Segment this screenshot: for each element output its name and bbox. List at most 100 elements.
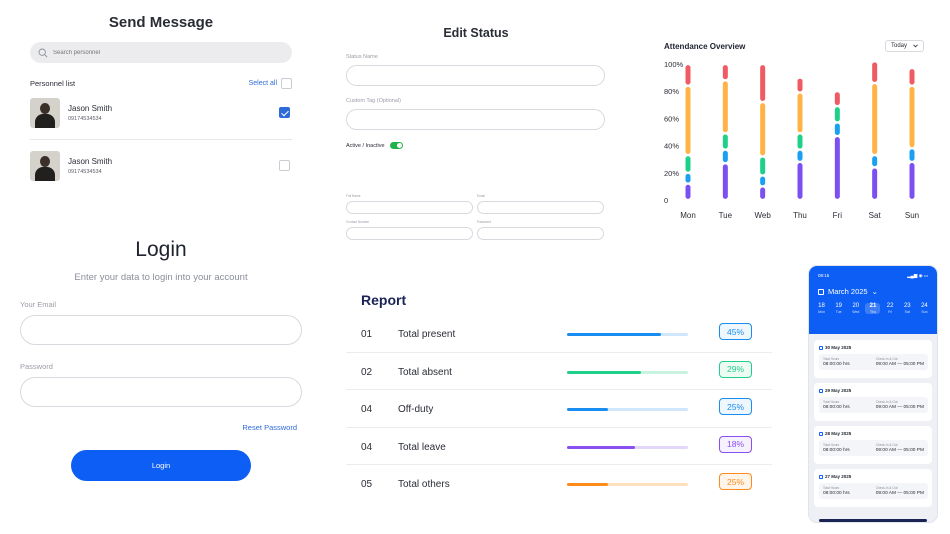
day-sun[interactable]: 24 Sun [917, 303, 932, 314]
personnel-item[interactable]: Jason Smith 09174534534 [30, 95, 292, 131]
active-toggle[interactable] [389, 142, 403, 149]
personnel-name: Jason Smith [68, 104, 113, 113]
report-progress-track [567, 445, 688, 449]
bar-segment-sat-0 [872, 168, 878, 199]
bar-segment-sat-3 [872, 84, 878, 155]
day-tue[interactable]: 19 Tue [831, 303, 846, 314]
bar-segment-thu-4 [797, 78, 803, 92]
check-in-out-value: 09:00 AM — 05:00 PM [875, 448, 924, 453]
day-number: 22 [886, 303, 894, 309]
search-input[interactable] [53, 49, 253, 56]
calendar-icon [819, 345, 823, 350]
month-selector[interactable]: March 2025 ⌄ [809, 279, 937, 296]
month-label: March 2025 [828, 287, 868, 296]
personnel-item[interactable]: Jason Smith 09174534534 [30, 148, 292, 184]
report-progress-track [567, 483, 688, 486]
bar-segment-mon-2 [685, 156, 691, 172]
bar-segment-mon-4 [685, 65, 691, 85]
day-weekday: Sun [921, 310, 928, 314]
report-percent-badge: 25% [719, 473, 752, 490]
report-progress-fill [567, 445, 635, 449]
card-date: 30 May 2025 [825, 345, 852, 350]
x-tick-label: Mon [680, 211, 696, 220]
total-hours-label: Total Hours [823, 357, 840, 361]
password-input[interactable] [477, 227, 604, 240]
bar-segment-mon-3 [685, 86, 691, 155]
day-sat[interactable]: 23 Sat [900, 303, 915, 314]
attendance-card[interactable]: 30 May 2025 Total Hours 08:00:00 hrs Check-… [814, 340, 932, 378]
email-input[interactable] [477, 201, 604, 214]
calendar-icon [819, 431, 823, 436]
custom-tag-input[interactable] [346, 109, 605, 130]
total-hours-label: Total Hours [823, 443, 840, 447]
day-weekday: Thu [869, 310, 876, 314]
attendance-chart: 0 20% 40% 60% 80% 100% Mon Tue Web Thu Fri Sat Sun [664, 60, 919, 220]
report-row-number: 04 [361, 404, 373, 415]
day-fri[interactable]: 22 Fri [883, 303, 898, 314]
y-tick-label: 60% [664, 114, 679, 123]
search-icon [38, 48, 48, 58]
day-weekday: Tue [835, 310, 842, 314]
range-select[interactable]: Today [884, 40, 924, 52]
personnel-checkbox[interactable] [279, 160, 290, 171]
total-hours-value: 08:00:00 hrs [823, 362, 850, 367]
x-tick-label: Web [755, 211, 772, 220]
bar-segment-web-4 [760, 65, 766, 101]
email-field[interactable] [20, 315, 302, 345]
password-field[interactable] [20, 377, 302, 407]
attendance-card[interactable]: 27 May 2025 Total Hours 08:00:00 hrs Check-… [814, 469, 932, 507]
search-bar[interactable] [30, 42, 292, 63]
login-title: Login [135, 238, 187, 261]
select-all-control[interactable]: Select all [249, 78, 292, 89]
report-row: 02 Total absent 29% [346, 353, 772, 390]
report-row-number: 05 [361, 479, 373, 490]
chevron-down-icon [913, 44, 918, 48]
bar-segment-web-3 [760, 103, 766, 156]
avatar [30, 98, 60, 128]
report-progress-track [567, 333, 688, 336]
check-in-out-label: Check-In & Out [875, 400, 898, 404]
day-mon[interactable]: 18 Mon [814, 303, 829, 314]
personnel-phone: 09174534534 [68, 169, 102, 175]
report-row-number: 02 [361, 366, 373, 378]
select-all-label[interactable]: Select all [248, 80, 277, 87]
email-label: Your Email [20, 300, 56, 309]
bar-segment-tue-1 [722, 150, 728, 163]
calendar-icon [818, 288, 824, 295]
phone-attendance-screen: 08:15 ▂▄▆ ◉ ▭ March 2025 ⌄ 18 Mon 19 Tue 20 W… [808, 265, 938, 523]
custom-tag-label: Custom Tag (Optional) [346, 98, 401, 104]
bar-segment-fri-2 [834, 107, 840, 122]
reset-password-link[interactable]: Reset Password [242, 423, 297, 432]
login-button[interactable]: Login [71, 450, 251, 481]
full-name-input[interactable] [346, 201, 473, 214]
day-wed[interactable]: 20 Wed [848, 303, 863, 314]
bar-segment-web-1 [760, 176, 766, 186]
phone-header: 08:15 ▂▄▆ ◉ ▭ March 2025 ⌄ 18 Mon 19 Tue 20 W… [809, 266, 937, 334]
bar-segment-thu-1 [797, 150, 803, 161]
divider [30, 139, 292, 140]
bar-segment-sun-3 [909, 86, 915, 148]
day-weekday: Wed [852, 310, 860, 314]
attendance-overview-panel: Attendance Overview Today 0 20% 40% 60% 80% 1… [664, 40, 924, 230]
login-subtitle: Enter your data to login into your accou… [74, 272, 248, 283]
report-progress-fill [567, 370, 641, 374]
bar-segment-web-0 [760, 187, 766, 199]
bar-segment-thu-2 [797, 134, 803, 149]
personnel-checkbox[interactable] [279, 107, 290, 118]
attendance-card[interactable]: 29 May 2025 Total Hours 08:00:00 hrs Check-… [814, 383, 932, 421]
report-row-name: Total leave [398, 441, 446, 453]
day-thu[interactable]: 21 Thu [865, 303, 881, 314]
bar-segment-sun-0 [909, 163, 915, 199]
attendance-card[interactable]: 28 May 2025 Total Hours 08:00:00 hrs Check-… [814, 426, 932, 464]
report-row: 04 Off-duty 25% [346, 390, 772, 428]
day-weekday: Mon [818, 310, 825, 314]
select-all-checkbox[interactable] [281, 78, 292, 89]
contact-number-label: Contact Number [346, 220, 370, 224]
bar-segment-web-2 [760, 157, 766, 175]
password-label: Password [477, 220, 491, 224]
report-row-number: 01 [361, 329, 373, 340]
bar-segment-fri-1 [834, 123, 840, 135]
check-in-out-value: 09:00 AM — 05:00 PM [875, 491, 924, 496]
contact-number-input[interactable] [346, 227, 473, 240]
status-name-input[interactable] [346, 65, 605, 86]
